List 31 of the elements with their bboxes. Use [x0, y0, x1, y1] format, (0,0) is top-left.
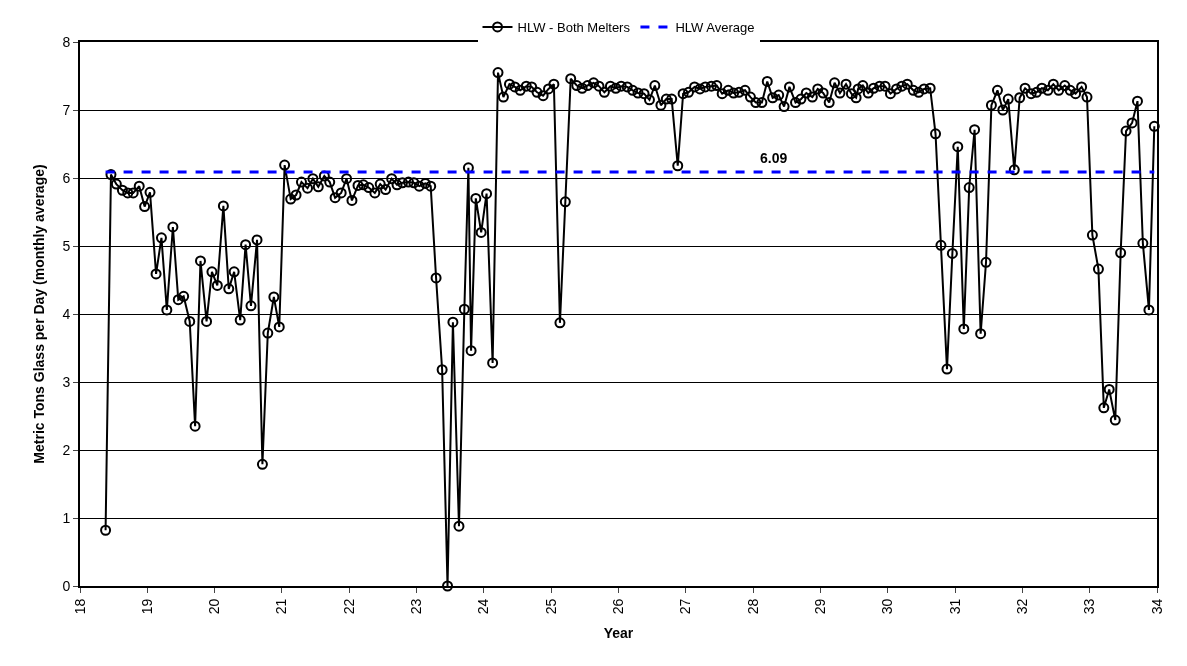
- x-tick-label: 18: [71, 598, 88, 615]
- x-tick-label: 33: [1081, 598, 1098, 615]
- x-tick-label: 32: [1013, 598, 1030, 615]
- x-tick-label: 31: [946, 598, 963, 615]
- x-tick-label: 34: [1148, 598, 1165, 615]
- y-tick-label: 5: [62, 237, 71, 254]
- y-tick-label: 2: [62, 441, 71, 458]
- x-tick-label: 19: [138, 598, 155, 615]
- x-tick-label: 29: [811, 598, 828, 615]
- y-tick-label: 8: [62, 33, 71, 50]
- x-tick-label: 24: [475, 598, 492, 615]
- x-tick-label: 27: [677, 598, 694, 615]
- x-tick-label: 30: [879, 598, 896, 615]
- legend-label: HLW Average: [675, 20, 755, 36]
- x-tick-label: 22: [340, 598, 357, 615]
- y-tick-label: 1: [62, 509, 71, 526]
- y-tick-label: 4: [62, 305, 71, 322]
- y-tick-label: 7: [62, 101, 71, 118]
- x-tick-label: 25: [542, 598, 559, 615]
- y-tick-label: 0: [62, 577, 71, 594]
- legend-label: HLW - Both Melters: [517, 20, 631, 36]
- x-tick-label: 20: [206, 598, 223, 615]
- x-tick-label: 21: [273, 598, 290, 615]
- annotation: 6.09: [760, 150, 788, 166]
- y-tick-label: 3: [62, 373, 71, 390]
- x-axis-title: Year: [603, 624, 634, 641]
- x-tick-label: 26: [610, 598, 627, 615]
- y-axis-title: Metric Tons Glass per Day (monthly average): [30, 164, 47, 464]
- x-tick-label: 28: [744, 598, 761, 615]
- y-tick-label: 6: [62, 169, 71, 186]
- x-tick-label: 23: [408, 598, 425, 615]
